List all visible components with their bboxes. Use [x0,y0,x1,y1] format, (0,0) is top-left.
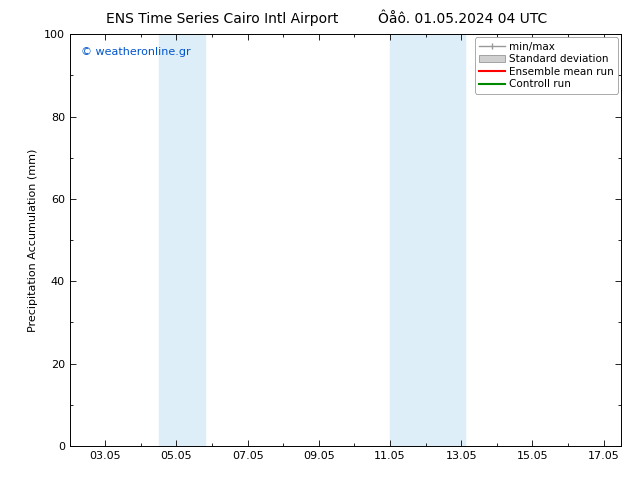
Legend: min/max, Standard deviation, Ensemble mean run, Controll run: min/max, Standard deviation, Ensemble me… [475,37,618,94]
Bar [408,34,465,446]
Bar [390,34,408,446]
Bar [176,34,205,446]
Text: ENS Time Series Cairo Intl Airport: ENS Time Series Cairo Intl Airport [106,12,338,26]
Text: Ôåô. 01.05.2024 04 UTC: Ôåô. 01.05.2024 04 UTC [378,12,547,26]
Text: © weatheronline.gr: © weatheronline.gr [81,47,190,57]
Y-axis label: Precipitation Accumulation (mm): Precipitation Accumulation (mm) [29,148,38,332]
Bar [158,34,176,446]
